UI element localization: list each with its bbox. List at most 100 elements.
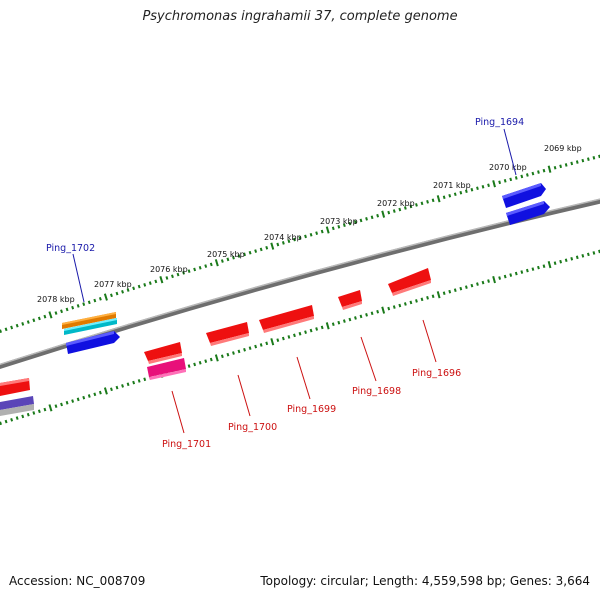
gene-arrow[interactable] xyxy=(206,322,249,343)
gene-arrow[interactable] xyxy=(144,342,182,361)
scale-tick-minor xyxy=(531,267,535,271)
scale-tick-minor xyxy=(348,221,352,226)
scale-tick-minor xyxy=(137,379,141,383)
scale-label: 2076 kbp xyxy=(150,265,188,274)
gene-label-reverse[interactable]: Ping_1701 xyxy=(162,439,211,450)
scale-tick-major xyxy=(214,259,219,267)
scale-tick-minor xyxy=(115,385,119,390)
gene-arrow[interactable] xyxy=(506,201,550,225)
scale-tick-minor xyxy=(298,236,302,240)
gene-bar[interactable] xyxy=(0,396,34,410)
scale-tick-minor xyxy=(575,160,579,164)
scale-tick-minor xyxy=(21,414,25,419)
scale-tick-minor xyxy=(420,201,424,206)
scale-tick-minor xyxy=(15,323,19,328)
scale-tick-minor xyxy=(403,302,407,306)
gene-arrow[interactable] xyxy=(66,331,120,354)
scale-tick-minor xyxy=(115,291,119,296)
gene-arrow[interactable] xyxy=(388,268,431,293)
scale-tick-minor xyxy=(503,274,507,279)
gene-label-reverse[interactable]: Ping_1700 xyxy=(228,422,277,433)
scale-tick-minor xyxy=(32,411,36,415)
scale-tick-minor xyxy=(503,179,507,183)
scale-tick-minor xyxy=(265,245,269,250)
scale-tick-minor xyxy=(370,215,374,220)
scale-tick-minor xyxy=(525,268,529,273)
scale-tick-minor xyxy=(298,331,302,336)
scale-tick-major xyxy=(492,275,496,284)
scale-tick-minor xyxy=(182,271,185,275)
scale-tick-minor xyxy=(509,273,513,277)
scale-tick-minor xyxy=(448,193,452,198)
scale-tick-minor xyxy=(165,276,169,280)
scale-tick-minor xyxy=(592,156,596,160)
gene-label-forward[interactable]: Ping_1702 xyxy=(46,243,95,254)
scale-tick-minor xyxy=(93,392,97,397)
scale-tick-major xyxy=(48,404,53,412)
scale-tick-minor xyxy=(331,322,335,327)
scale-tick-minor xyxy=(403,206,407,210)
scale-tick-major xyxy=(547,261,552,269)
scale-tick-minor xyxy=(98,296,102,301)
scale-tick-minor xyxy=(376,309,380,314)
scale-tick-minor xyxy=(226,257,230,262)
scale-tick-minor xyxy=(387,306,391,311)
scale-tick-minor xyxy=(570,256,574,261)
gene-label-forward[interactable]: Ping_1694 xyxy=(475,117,524,128)
gene-label-reverse[interactable]: Ping_1696 xyxy=(412,368,461,379)
scale-tick-minor xyxy=(259,343,263,347)
outer-scale-ticks xyxy=(0,154,600,333)
scale-tick-major xyxy=(48,311,53,319)
gene-label-reverse[interactable]: Ping_1699 xyxy=(287,404,336,415)
scale-label: 2078 kbp xyxy=(37,295,75,304)
scale-tick-minor xyxy=(287,335,291,339)
scale-tick-minor xyxy=(348,317,352,322)
scale-tick-minor xyxy=(154,279,158,284)
scale-tick-minor xyxy=(209,357,213,362)
scale-tick-minor xyxy=(320,325,324,330)
scale-tick-minor xyxy=(487,183,490,188)
scale-tick-minor xyxy=(254,249,258,253)
scale-tick-minor xyxy=(287,239,291,244)
gene-label-reverse[interactable]: Ping_1698 xyxy=(352,386,401,397)
scale-tick-minor xyxy=(276,242,280,247)
scale-tick-minor xyxy=(232,351,235,355)
scale-tick-minor xyxy=(337,320,341,325)
scale-tick-minor xyxy=(426,296,429,300)
gene-bar[interactable] xyxy=(147,358,186,377)
gene-arrow[interactable] xyxy=(259,305,314,330)
scale-tick-minor xyxy=(10,418,14,422)
scale-label: 2073 kbp xyxy=(320,217,358,226)
scale-tick-major xyxy=(381,210,386,218)
scale-tick-major xyxy=(270,338,275,346)
scale-tick-minor xyxy=(82,395,86,400)
scale-tick-minor xyxy=(320,229,324,234)
scale-tick-minor xyxy=(387,210,391,215)
gene-arrow[interactable] xyxy=(338,290,362,307)
scale-tick-minor xyxy=(553,261,557,265)
scale-tick-minor xyxy=(71,305,75,310)
scale-tick-minor xyxy=(60,309,63,314)
scale-tick-minor xyxy=(542,264,546,268)
scale-tick-minor xyxy=(237,254,241,258)
scale-tick-minor xyxy=(542,168,546,173)
label-leaders xyxy=(72,128,517,434)
scale-tick-minor xyxy=(143,283,147,287)
scale-tick-minor xyxy=(537,170,540,174)
scale-tick-major xyxy=(214,354,219,362)
scale-tick-minor xyxy=(187,364,191,368)
scale-tick-minor xyxy=(43,407,47,412)
scale-tick-minor xyxy=(481,184,485,189)
scale-tick-minor xyxy=(220,354,224,359)
scale-tick-major xyxy=(436,195,441,203)
scale-tick-minor xyxy=(293,237,296,242)
scale-label: 2071 kbp xyxy=(433,181,471,190)
scale-tick-minor xyxy=(481,280,485,285)
scale-tick-minor xyxy=(65,400,69,405)
scale-tick-minor xyxy=(254,344,258,349)
scale-tick-minor xyxy=(520,270,524,274)
scale-tick-minor xyxy=(193,267,197,272)
gene-arrow[interactable] xyxy=(502,183,546,208)
scale-tick-minor xyxy=(409,204,413,209)
scale-tick-minor xyxy=(26,412,30,417)
